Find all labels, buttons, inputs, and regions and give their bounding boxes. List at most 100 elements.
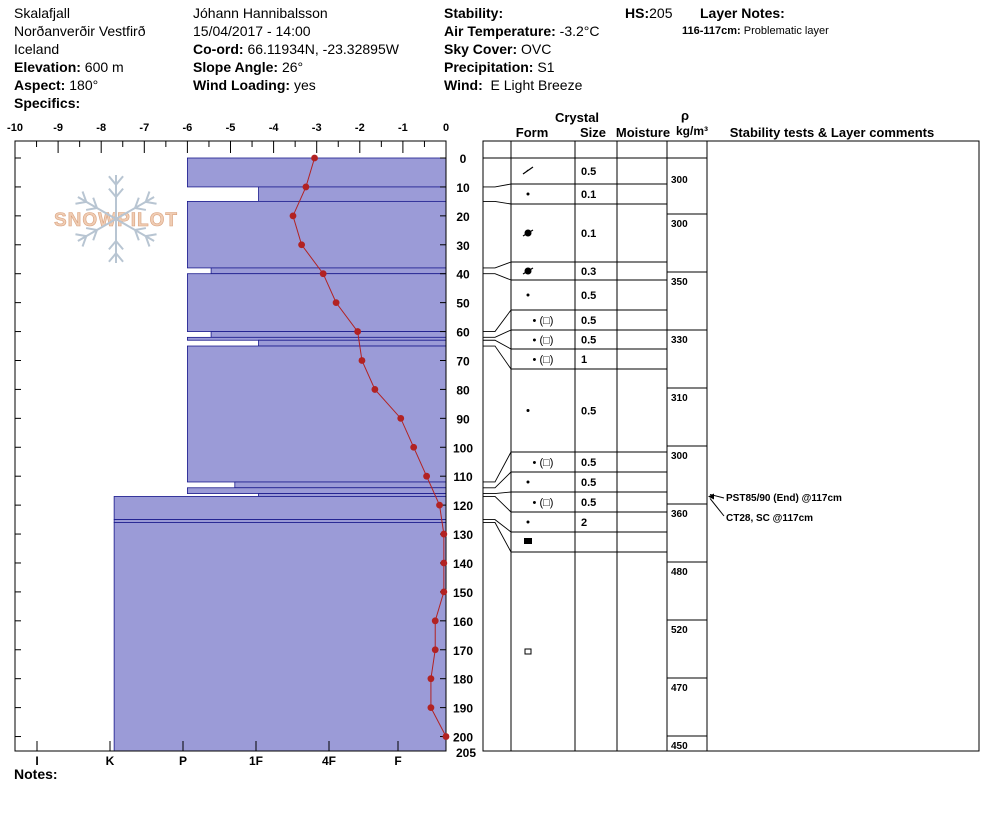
hardness-layer bbox=[186, 157, 447, 188]
snowflake-branch bbox=[75, 200, 87, 205]
temperature-point bbox=[440, 588, 448, 596]
snowflake-branch bbox=[134, 197, 140, 209]
temperature-point bbox=[431, 617, 439, 625]
hardness-layer bbox=[113, 519, 447, 523]
depth-tick-label: 110 bbox=[453, 470, 473, 484]
temperature-point bbox=[423, 472, 431, 480]
stability-arrowhead bbox=[708, 493, 714, 500]
grain-size-value: 0.5 bbox=[581, 457, 596, 469]
temperature-point bbox=[427, 675, 435, 683]
snowflake-branch bbox=[81, 235, 88, 247]
hardness-layer bbox=[113, 522, 447, 752]
grain-size-value: 0.5 bbox=[581, 477, 596, 489]
grain-form-symbol bbox=[522, 229, 534, 237]
temp-tick-label: -7 bbox=[139, 122, 149, 134]
layer-connector bbox=[483, 339, 512, 350]
header-right: Stability: Air Temperature: -3.2°C Sky C… bbox=[444, 4, 600, 94]
density-value: 310 bbox=[671, 393, 688, 404]
stability-test-label: PST85/90 (End) @117cm bbox=[726, 493, 842, 504]
depth-tick-label: 180 bbox=[453, 673, 473, 687]
snowflake-branch bbox=[108, 252, 117, 263]
snowflake-branch bbox=[134, 229, 140, 241]
snowpilot-logo: SNOWPILOT bbox=[54, 175, 177, 263]
layer-connector bbox=[483, 329, 512, 338]
snowflake-branch bbox=[115, 175, 124, 186]
layer-connector bbox=[483, 495, 512, 513]
temp-tick-label: -3 bbox=[312, 122, 322, 134]
wind: Wind: E Light Breeze bbox=[444, 77, 583, 93]
grain-size-value: 0.5 bbox=[581, 315, 596, 327]
slope-angle: Slope Angle: 26° bbox=[193, 59, 304, 75]
layer-connector bbox=[483, 522, 512, 553]
temperature-point bbox=[319, 270, 327, 278]
layer-connector bbox=[483, 261, 512, 269]
depth-tick-label: 160 bbox=[453, 615, 473, 629]
layer-connector bbox=[483, 345, 512, 370]
density-value: 360 bbox=[671, 509, 688, 520]
observer: Jóhann Hannibalsson bbox=[193, 5, 328, 21]
temperature-point bbox=[354, 328, 362, 335]
country: Iceland bbox=[14, 41, 60, 57]
hardness-profile bbox=[113, 157, 447, 752]
temperature-point bbox=[442, 733, 450, 740]
temp-tick-label: -2 bbox=[355, 122, 365, 134]
hardness-layer bbox=[258, 493, 447, 497]
wind-loading: Wind Loading: yes bbox=[193, 77, 316, 93]
snowflake-branch bbox=[108, 175, 117, 186]
temperature-point bbox=[440, 530, 448, 538]
grain-size-value: 2 bbox=[581, 517, 587, 529]
grain-form-symbol bbox=[526, 192, 530, 196]
grain-form-symbol: • (□) bbox=[533, 497, 554, 509]
depth-tick-label: 20 bbox=[456, 210, 470, 224]
layer-connector bbox=[483, 519, 512, 533]
density-value: 300 bbox=[671, 175, 688, 186]
hardness-layer bbox=[210, 331, 447, 338]
depth-tick-label: 170 bbox=[453, 644, 473, 658]
temperature-point bbox=[397, 414, 405, 422]
hardness-layer bbox=[186, 345, 447, 483]
size-header: Size bbox=[580, 125, 606, 140]
depth-tick-label: 200 bbox=[453, 731, 473, 745]
layer-connector bbox=[483, 183, 512, 188]
layer-note: 116-117cm: Problematic layer bbox=[682, 25, 829, 37]
depth-tick-label: 10 bbox=[456, 181, 470, 195]
depth-tick-label: 0 bbox=[460, 152, 467, 166]
temperature-point bbox=[298, 241, 306, 249]
grain-size-value: 0.1 bbox=[581, 228, 596, 240]
depth-tick-label: 70 bbox=[456, 354, 470, 368]
snowflake-branch bbox=[85, 227, 98, 231]
elevation: Elevation: 600 m bbox=[14, 59, 124, 75]
snowflake-branch bbox=[92, 197, 98, 209]
depth-tick-label: 120 bbox=[453, 499, 473, 513]
temperature-point bbox=[289, 212, 297, 220]
depth-tick-label: 50 bbox=[456, 297, 470, 311]
grain-size-value: 0.5 bbox=[581, 166, 596, 178]
depth-tick-label: 100 bbox=[453, 441, 473, 455]
grain-form-symbol bbox=[524, 538, 532, 544]
table-frame bbox=[482, 140, 980, 752]
layer-connector bbox=[483, 273, 512, 281]
temp-tick-label: -8 bbox=[96, 122, 106, 134]
hardness-layer bbox=[258, 339, 447, 347]
layer-table: Crystal Form Size Moisture ρkg/m³ Stability t… bbox=[482, 108, 980, 752]
temp-tick-label: -10 bbox=[7, 122, 23, 134]
hardness-tick-label: P bbox=[179, 754, 187, 768]
depth-tick-label: 30 bbox=[456, 239, 470, 253]
snowflake-branch bbox=[145, 200, 157, 205]
snowflake-branch bbox=[85, 207, 98, 211]
moisture-header: Moisture bbox=[616, 125, 670, 140]
temp-tick-label: -1 bbox=[398, 122, 408, 134]
temp-tick-label: -9 bbox=[53, 122, 63, 134]
density-value: 330 bbox=[671, 335, 688, 346]
temperature-point bbox=[436, 501, 443, 509]
grain-size-value: 0.5 bbox=[581, 335, 596, 347]
depth-tick-label: 190 bbox=[453, 702, 473, 716]
temp-tick-label: -4 bbox=[269, 122, 280, 134]
depth-tick-label: 60 bbox=[456, 326, 470, 340]
density-value: 350 bbox=[671, 277, 688, 288]
depth-tick-label: 130 bbox=[453, 528, 473, 542]
snowflake-branch bbox=[108, 187, 117, 198]
grain-form-symbol bbox=[526, 293, 530, 297]
density-value: 480 bbox=[671, 567, 688, 578]
